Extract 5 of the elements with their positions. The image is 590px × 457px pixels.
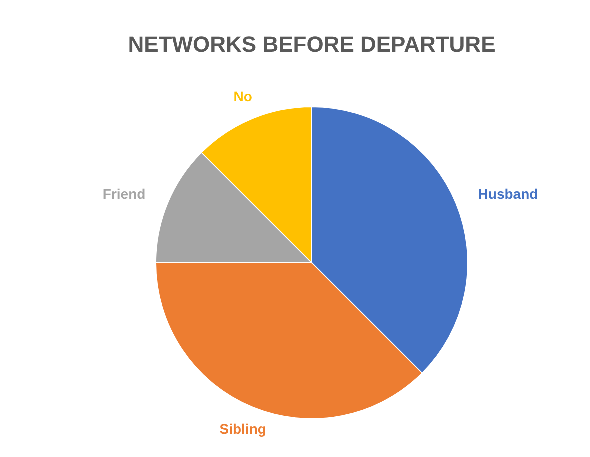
slice-label: No	[234, 88, 252, 105]
slice-label: Friend	[102, 186, 146, 202]
chart-title: NETWORKS BEFORE DEPARTURE	[128, 32, 496, 57]
slice-label: Sibling	[220, 421, 266, 438]
slice-label: Husband	[478, 186, 538, 202]
